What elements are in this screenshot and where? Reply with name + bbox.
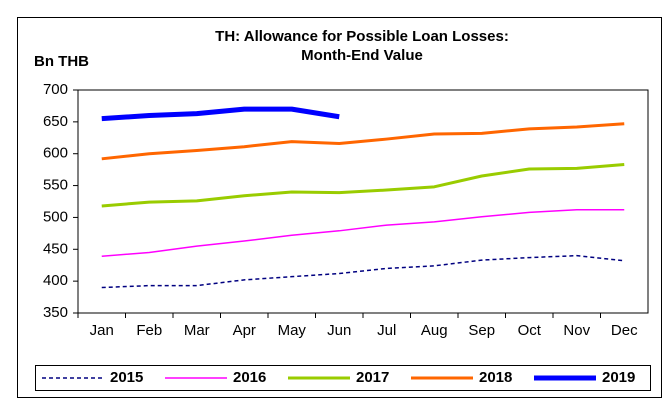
y-tick-label: 600 — [43, 145, 68, 162]
series-line — [101, 106, 340, 122]
legend-label: 2018 — [479, 369, 512, 386]
series-line — [101, 122, 625, 161]
series-line — [101, 209, 625, 258]
x-tick-label: Apr — [233, 322, 256, 339]
legend-label: 2016 — [233, 369, 266, 386]
x-tick-label: Feb — [136, 322, 162, 339]
y-tick-label: 450 — [43, 240, 68, 257]
y-tick-label: 350 — [43, 304, 68, 321]
y-tick-label: 400 — [43, 272, 68, 289]
y-tick-label: 700 — [43, 81, 68, 98]
x-tick-label: Jun — [327, 322, 351, 339]
chart-frame — [17, 17, 662, 398]
x-tick-label: Nov — [563, 322, 590, 339]
series-line — [101, 254, 625, 289]
legend-label: 2015 — [110, 369, 143, 386]
x-tick-label: Aug — [421, 322, 448, 339]
x-tick-label: Jul — [377, 322, 396, 339]
legend-label: 2017 — [356, 369, 389, 386]
x-tick-label: Oct — [518, 322, 542, 339]
chart-title: TH: Allowance for Possible Loan Losses: — [215, 28, 509, 45]
legend-label: 2019 — [602, 369, 635, 386]
y-tick-label: 650 — [43, 113, 68, 130]
x-tick-label: Dec — [611, 322, 638, 339]
x-tick-label: Mar — [184, 322, 210, 339]
series-line — [101, 163, 625, 208]
y-tick-label: 500 — [43, 208, 68, 225]
y-axis-label: Bn THB — [34, 53, 89, 70]
y-tick-label: 550 — [43, 177, 68, 194]
x-tick-label: May — [278, 322, 307, 339]
chart-title: Month-End Value — [301, 47, 423, 64]
x-tick-label: Jan — [90, 322, 114, 339]
x-tick-label: Sep — [468, 322, 495, 339]
